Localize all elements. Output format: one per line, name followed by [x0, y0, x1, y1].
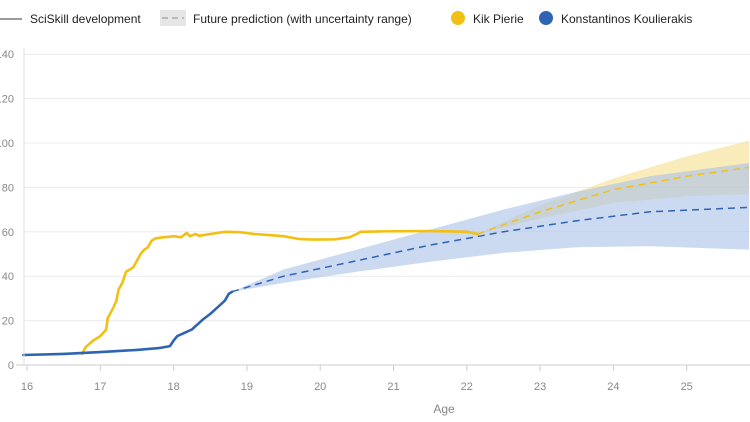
y-tick-label: 20	[2, 316, 14, 328]
x-tick-label: 18	[167, 381, 179, 393]
x-tick-label: 21	[387, 381, 399, 393]
y-tick-label: 100	[0, 138, 14, 150]
x-axis-title: Age	[433, 402, 455, 416]
y-tick-label: 140	[0, 49, 14, 61]
y-axis-ticks: 0 20 40 60 80 100 120 140	[0, 49, 14, 372]
x-tick-label: 17	[94, 381, 106, 393]
prediction-line-konstantinos-koulierakis	[231, 206, 750, 293]
legend-item-kik-pierie[interactable]: Kik Pierie	[451, 11, 524, 26]
y-tick-label: 120	[0, 94, 14, 106]
band-konstantinos-koulierakis	[232, 163, 749, 292]
x-tick-label: 19	[241, 381, 253, 393]
x-tick-label: 24	[607, 381, 619, 393]
legend-kik-pierie-dot	[451, 11, 465, 25]
history-line-konstantinos-koulierakis	[22, 290, 234, 357]
y-tick-label: 60	[2, 227, 14, 239]
y-tick-label: 80	[2, 182, 14, 194]
legend-kik-pierie-label: Kik Pierie	[473, 12, 524, 26]
legend-konstantinos-koulierakis-dot	[539, 11, 553, 25]
legend: SciSkill development Future prediction (…	[0, 10, 692, 26]
legend-konstantinos-koulierakis-label: Konstantinos Koulierakis	[561, 12, 692, 26]
x-axis-ticks: 16 17 18 19 20 21 22 23 24 25	[21, 365, 693, 393]
legend-item-development[interactable]: SciSkill development	[0, 12, 141, 26]
history-line-kik-pierie	[80, 229, 480, 356]
uncertainty-bands	[232, 140, 749, 292]
x-tick-label: 20	[314, 381, 326, 393]
x-tick-label: 25	[681, 381, 693, 393]
legend-development-label: SciSkill development	[30, 12, 141, 26]
legend-item-konstantinos-koulierakis[interactable]: Konstantinos Koulierakis	[539, 11, 692, 26]
legend-prediction-label: Future prediction (with uncertainty rang…	[193, 12, 412, 26]
x-tick-label: 22	[461, 381, 473, 393]
legend-item-prediction[interactable]: Future prediction (with uncertainty rang…	[160, 10, 412, 26]
series-lines	[22, 166, 750, 357]
x-tick-label: 16	[21, 381, 33, 393]
x-tick-label: 23	[534, 381, 546, 393]
y-tick-label: 40	[2, 271, 14, 283]
y-tick-label: 0	[8, 360, 14, 372]
